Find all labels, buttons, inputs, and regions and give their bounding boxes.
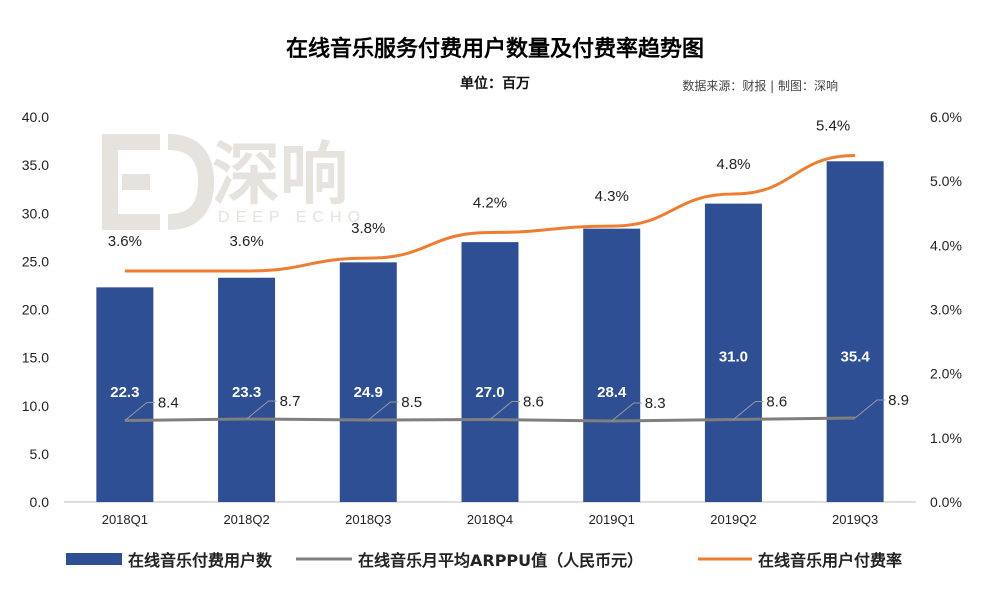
bar (339, 262, 397, 502)
y-right-tick-label: 5.0% (930, 173, 962, 189)
bar (96, 287, 154, 502)
watermark-logo: 深响 DEEP ECHO (102, 134, 366, 230)
legend-swatch-bar (66, 553, 122, 565)
bar-value-label: 23.3 (232, 384, 261, 401)
bar-value-label: 28.4 (597, 384, 627, 401)
arppu-leader-line (367, 401, 399, 421)
pay-rate-value-label: 3.8% (351, 220, 385, 237)
series-arppu: 8.4 8.7 8.5 8.6 8.3 8.6 8.9 (124, 392, 909, 423)
y-left-tick-label: 15.0 (22, 350, 49, 366)
legend-label: 在线音乐月平均ARPPU值（人民币元） (358, 551, 643, 570)
bar (461, 242, 519, 502)
arppu-leader-line (246, 400, 277, 420)
arppu-value-label: 8.6 (766, 394, 787, 411)
legend-label: 在线音乐用户付费率 (758, 551, 902, 570)
y-left-axis: 0.0 5.0 10.0 15.0 20.0 25.0 30.0 35.0 40.0 (22, 109, 49, 510)
arppu-leader-line (611, 402, 642, 422)
legend-item-paid-users: 在线音乐付费用户数 (66, 551, 273, 570)
y-right-tick-label: 3.0% (930, 302, 962, 318)
bar (583, 228, 641, 502)
x-tick-label: 2019Q2 (710, 512, 756, 527)
watermark-subtext: DEEP ECHO (218, 209, 366, 226)
watermark-text: 深响 (212, 136, 348, 215)
x-tick-label: 2019Q3 (832, 512, 878, 527)
bar-value-label: 27.0 (475, 384, 504, 401)
arppu-leader-line (124, 402, 155, 421)
arppu-value-label: 8.9 (888, 392, 909, 409)
arppu-value-label: 8.6 (523, 394, 544, 411)
y-left-tick-label: 20.0 (22, 302, 49, 318)
y-left-tick-label: 25.0 (22, 253, 49, 269)
y-left-tick-label: 40.0 (22, 109, 49, 125)
bar (218, 277, 276, 502)
bar-value-label: 35.4 (841, 348, 871, 365)
x-tick-label: 2018Q3 (345, 512, 391, 527)
x-tick-label: 2019Q1 (589, 512, 635, 527)
legend-item-arppu: 在线音乐月平均ARPPU值（人民币元） (296, 551, 643, 570)
arppu-value-label: 8.5 (401, 394, 422, 411)
arppu-leader-line (854, 399, 886, 419)
y-right-tick-label: 1.0% (930, 430, 962, 446)
pay-rate-value-label: 5.4% (816, 118, 850, 135)
x-tick-label: 2018Q2 (223, 512, 269, 527)
legend-item-pay-rate: 在线音乐用户付费率 (698, 551, 902, 570)
paid-users-labels: 22.3 23.3 24.9 27.0 28.4 31.0 35.4 (110, 348, 870, 401)
legend-label: 在线音乐付费用户数 (128, 551, 273, 570)
bar (826, 161, 884, 502)
y-right-tick-label: 4.0% (930, 237, 962, 253)
series-pay-rate: 3.6% 3.6% 3.8% 4.2% 4.3% 4.8% 5.4% (108, 118, 856, 273)
y-right-tick-label: 2.0% (930, 366, 962, 382)
y-right-tick-label: 0.0% (930, 494, 962, 510)
bar (704, 203, 762, 502)
x-tick-label: 2018Q4 (467, 512, 513, 527)
arppu-value-label: 8.4 (158, 395, 179, 412)
arppu-value-label: 8.7 (280, 393, 301, 410)
y-right-tick-label: 6.0% (930, 109, 962, 125)
y-right-axis: 0.0% 1.0% 2.0% 3.0% 4.0% 5.0% 6.0% (930, 109, 962, 510)
arppu-value-label: 8.3 (645, 395, 666, 412)
pay-rate-value-label: 4.8% (716, 156, 750, 173)
pay-rate-value-label: 4.3% (595, 188, 629, 205)
bar-value-label: 31.0 (719, 348, 748, 365)
bar-value-label: 22.3 (110, 384, 139, 401)
pay-rate-value-label: 3.6% (229, 233, 263, 250)
pay-rate-value-label: 3.6% (108, 233, 142, 250)
watermark-mark (102, 134, 215, 230)
x-axis: 2018Q1 2018Q2 2018Q3 2018Q4 2019Q1 2019Q2 2019… (102, 512, 879, 527)
y-left-tick-label: 30.0 (22, 205, 49, 221)
series-paid-users (96, 161, 884, 502)
bar-value-label: 24.9 (354, 384, 383, 401)
unit-label: 单位：百万 (460, 75, 530, 92)
legend: 在线音乐付费用户数 在线音乐月平均ARPPU值（人民币元） 在线音乐用户付费率 (66, 551, 902, 570)
y-left-tick-label: 10.0 (22, 398, 49, 414)
y-left-tick-label: 35.0 (22, 157, 49, 173)
arppu-leader-line (733, 401, 764, 420)
arppu-leader-line (489, 401, 520, 420)
chart-title: 在线音乐服务付费用户数量及付费率趋势图 (286, 36, 704, 62)
y-left-tick-label: 5.0 (30, 446, 50, 462)
pay-rate-value-label: 4.2% (473, 195, 507, 212)
y-left-tick-label: 0.0 (30, 494, 50, 510)
source-label: 数据来源：财报 | 制图：深响 (682, 78, 838, 93)
x-tick-label: 2018Q1 (102, 512, 148, 527)
